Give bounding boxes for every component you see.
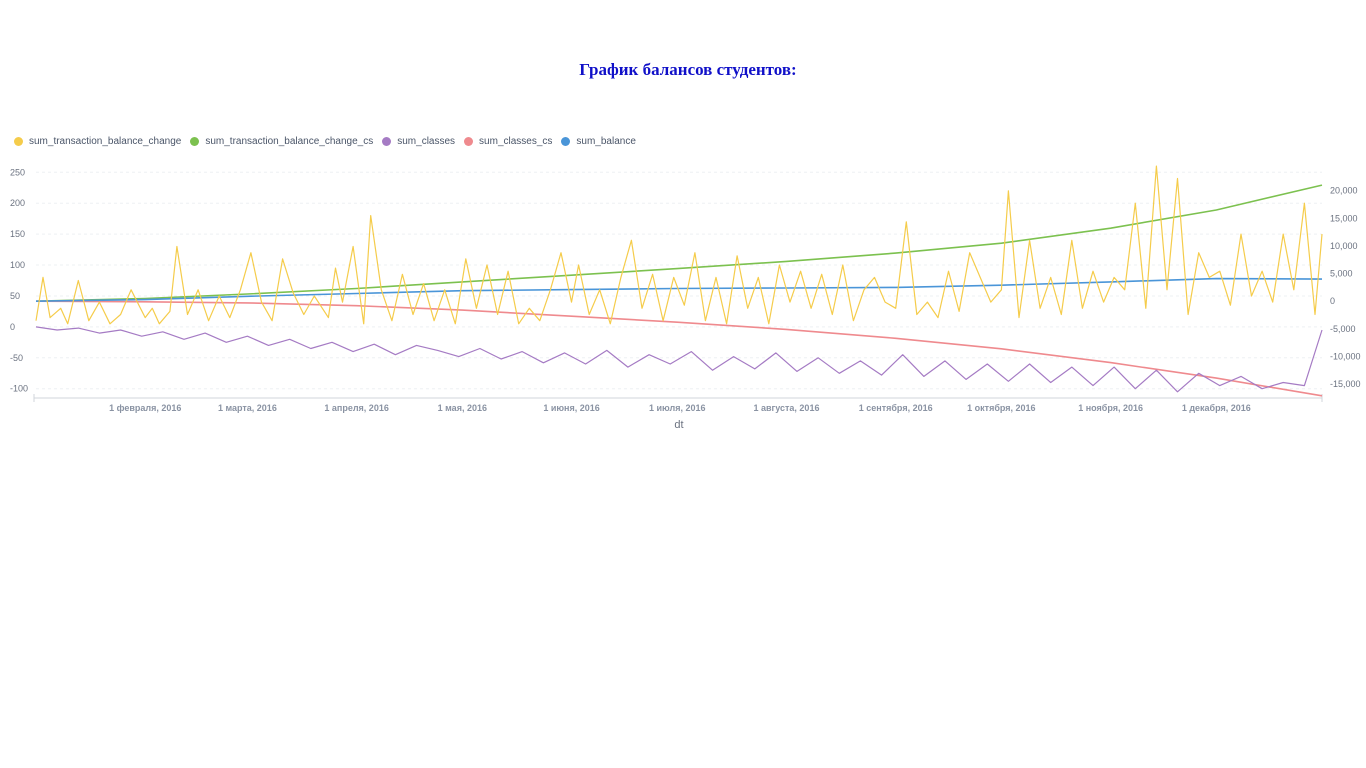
x-tick-label: 1 марта, 2016 (218, 403, 277, 413)
y-left-tick-label: 200 (10, 198, 25, 208)
y-left-tick-label: 50 (10, 291, 20, 301)
legend-swatch (14, 137, 23, 146)
y-left-tick-label: 150 (10, 229, 25, 239)
legend-label: sum_classes_cs (479, 136, 553, 147)
x-tick-label: 1 августа, 2016 (753, 403, 819, 413)
x-tick-label: 1 октября, 2016 (967, 403, 1035, 413)
y-right-tick-label: 15,000 (1330, 213, 1358, 223)
series-line-sum-classes (35, 326, 1323, 393)
legend-item-sum-classes[interactable]: sum_classes (382, 136, 455, 147)
y-right-tick-label: 5,000 (1330, 269, 1353, 279)
x-tick-label: 1 июня, 2016 (543, 403, 599, 413)
legend-item-sum-balance[interactable]: sum_balance (561, 136, 636, 147)
series-line-sum-transaction-balance-change (35, 165, 1323, 325)
legend-swatch (382, 137, 392, 146)
y-left-tick-label: 0 (10, 322, 15, 332)
x-tick-label: 1 апреля, 2016 (324, 403, 388, 413)
x-tick-label: 1 декабря, 2016 (1182, 403, 1251, 413)
x-tick-label: 1 ноября, 2016 (1078, 403, 1143, 413)
series-line-sum-transaction-balance-change-cs (35, 184, 1323, 302)
y-left-tick-label: 250 (10, 167, 25, 177)
x-tick-label: 1 февраля, 2016 (109, 403, 181, 413)
legend-label: sum_transaction_balance_change (29, 136, 182, 147)
y-right-tick-label: 10,000 (1330, 241, 1358, 251)
legend-label: sum_classes (397, 136, 456, 147)
chart-svg: -100 -50 0 50 100 150 200 250 -15,000 -10,000 -5,0… (10, 165, 1361, 431)
x-tick-label: 1 сентября, 2016 (859, 403, 933, 413)
legend: sum_transaction_balance_change sum_trans… (14, 136, 636, 147)
x-axis-label: dt (674, 419, 683, 431)
series-line-sum-classes-cs (35, 300, 1323, 397)
series-line-sum-balance (35, 277, 1323, 302)
y-left-tick-label: -100 (10, 384, 28, 394)
y-right-tick-label: -10,000 (1330, 352, 1361, 362)
legend-item-sum-transaction-balance-change-cs[interactable]: sum_transaction_balance_change_cs (190, 136, 373, 147)
legend-label: sum_balance (576, 136, 636, 147)
x-tick-label: 1 мая, 2016 (438, 403, 487, 413)
y-left-tick-label: -50 (10, 353, 23, 363)
x-tick-label: 1 июля, 2016 (649, 403, 706, 413)
legend-item-sum-classes-cs[interactable]: sum_classes_cs (464, 136, 552, 147)
y-right-tick-label: -15,000 (1330, 379, 1361, 389)
legend-swatch (464, 137, 474, 146)
legend-label: sum_transaction_balance_change_cs (205, 136, 374, 147)
legend-item-sum-transaction-balance-change[interactable]: sum_transaction_balance_change (14, 136, 181, 147)
y-right-tick-label: 0 (1330, 296, 1335, 306)
legend-swatch (190, 137, 200, 146)
y-left-tick-label: 100 (10, 260, 25, 270)
y-right-tick-label: -5,000 (1330, 324, 1356, 334)
legend-swatch (561, 137, 571, 146)
page-title: График балансов студентов: (579, 60, 797, 79)
y-right-tick-label: 20,000 (1330, 186, 1358, 196)
